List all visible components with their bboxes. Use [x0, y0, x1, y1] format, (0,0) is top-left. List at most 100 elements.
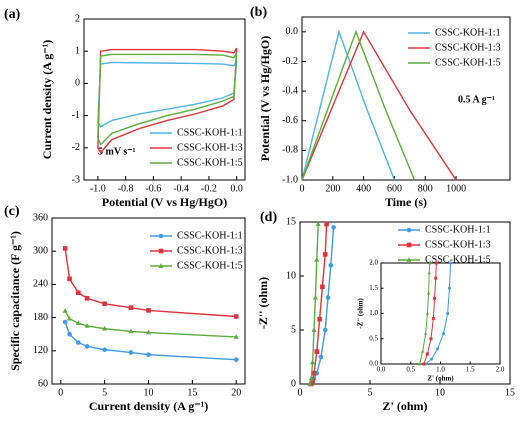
- y-tick-label: -1: [72, 110, 80, 121]
- x-tick-label: 20: [231, 387, 241, 398]
- y-axis-label: Current density (A g⁻¹): [40, 40, 54, 159]
- marker: [434, 261, 438, 265]
- marker: [311, 370, 317, 376]
- marker: [308, 375, 314, 381]
- x-axis-label: Current density (A g⁻¹): [89, 399, 208, 413]
- x-tick-label: 10: [435, 387, 445, 398]
- x-tick-label: 10: [144, 387, 154, 398]
- x-tick-label: 5: [368, 387, 373, 398]
- marker: [428, 261, 432, 265]
- plot-frame: [301, 16, 511, 181]
- y-tick-label: 15: [286, 216, 296, 227]
- marker: [312, 294, 318, 300]
- x-tick-label: 0.0: [377, 366, 386, 374]
- legend-marker: [406, 242, 412, 248]
- panel-label: (a): [4, 7, 21, 22]
- legend-marker: [158, 233, 164, 239]
- y-axis-label: -Z'' (ohm): [357, 298, 365, 329]
- plot-frame: [83, 18, 246, 181]
- marker: [102, 347, 107, 352]
- plot-frame: [380, 262, 501, 365]
- marker: [320, 284, 325, 290]
- marker: [102, 325, 108, 331]
- y-tick-label: 240: [33, 279, 48, 290]
- data-line: [97, 47, 238, 154]
- marker: [233, 357, 239, 362]
- marker: [128, 350, 134, 355]
- marker: [434, 276, 438, 280]
- legend-label: CSSC-KOH-1:3: [435, 42, 501, 53]
- marker: [315, 221, 321, 226]
- legend-label: CSSC-KOH-1:1: [435, 27, 501, 38]
- marker: [425, 311, 430, 315]
- legend-marker: [406, 257, 412, 262]
- x-tick-label: 600: [387, 183, 402, 194]
- marker: [314, 257, 320, 262]
- marker: [76, 340, 81, 345]
- marker: [422, 362, 426, 366]
- y-tick-label: 300: [33, 245, 48, 256]
- y-tick-label: -0.8: [282, 145, 298, 156]
- marker: [317, 316, 322, 322]
- x-tick-label: 2.0: [496, 366, 505, 374]
- marker: [84, 344, 90, 349]
- marker: [307, 381, 313, 386]
- annotation: 5 mV s⁻¹: [98, 146, 136, 157]
- marker: [84, 323, 90, 328]
- marker: [310, 359, 316, 365]
- y-tick-label: 360: [33, 212, 48, 223]
- x-axis-label: Z' (ohm): [427, 375, 454, 383]
- legend-label: CSSC-KOH-1:1: [177, 230, 243, 241]
- marker: [128, 305, 134, 310]
- x-tick-label: 800: [418, 183, 433, 194]
- x-axis-label: Potential (V vs Hg/HgO): [102, 195, 227, 209]
- x-tick-label: 1000: [446, 183, 466, 194]
- marker: [322, 327, 328, 333]
- y-tick-label: -0.2: [282, 56, 298, 67]
- legend-label: CSSC-KOH-1:1: [425, 224, 491, 235]
- y-axis-label: -Z'' (ohm): [256, 277, 270, 329]
- legend-label: CSSC-KOH-1:3: [425, 239, 491, 250]
- x-tick-label: 0: [298, 387, 303, 398]
- marker: [429, 337, 433, 341]
- marker: [449, 261, 453, 265]
- x-tick-label: -1.0: [90, 183, 106, 194]
- y-tick-label: 2: [75, 13, 80, 24]
- plot-frame: [299, 221, 511, 385]
- y-tick-label: -1.0: [282, 174, 298, 185]
- marker: [145, 329, 152, 335]
- x-tick-label: 5: [102, 387, 107, 398]
- marker: [430, 357, 434, 361]
- panel-label: (b): [250, 5, 267, 20]
- marker: [314, 349, 320, 354]
- marker: [433, 296, 437, 300]
- data-line: [310, 224, 328, 385]
- marker: [311, 327, 317, 332]
- y-tick-label: 0: [291, 378, 296, 389]
- y-axis-label: Specific capacitance (F g⁻¹): [8, 231, 22, 371]
- y-tick-label: 0.0: [369, 360, 378, 368]
- marker: [128, 328, 134, 334]
- marker: [67, 331, 72, 337]
- y-tick-label: -0.6: [282, 115, 298, 126]
- marker: [324, 221, 329, 227]
- marker: [146, 352, 151, 357]
- marker: [426, 291, 431, 295]
- y-tick-label: 10: [286, 270, 296, 281]
- marker: [322, 252, 328, 257]
- marker: [76, 290, 81, 295]
- x-tick-label: 0.5: [406, 366, 415, 374]
- legend-marker: [158, 263, 164, 268]
- x-tick-label: 0: [300, 183, 305, 194]
- y-tick-label: -3: [72, 174, 80, 185]
- marker: [146, 308, 151, 313]
- x-tick-label: 0.0: [230, 183, 243, 194]
- marker: [441, 332, 445, 336]
- y-tick-label: 0: [75, 78, 80, 89]
- x-tick-label: -0.6: [145, 183, 161, 194]
- data-line: [309, 224, 319, 385]
- x-tick-label: 1.0: [436, 366, 445, 374]
- data-line: [301, 30, 457, 181]
- marker: [75, 320, 81, 325]
